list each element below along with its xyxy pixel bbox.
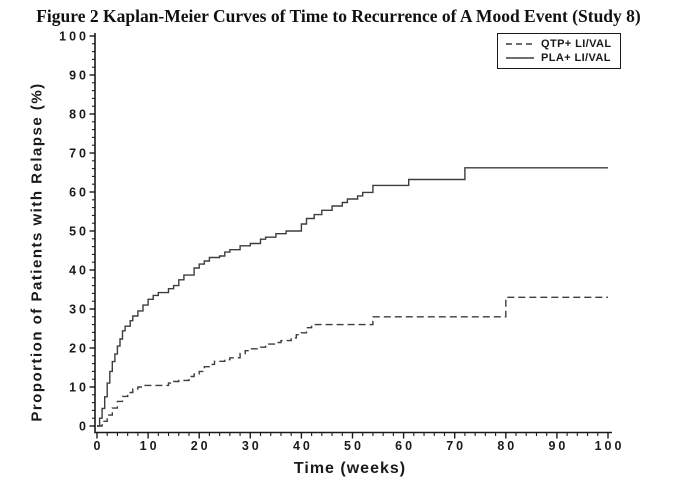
- y-tick-label: 10: [69, 381, 89, 395]
- y-tick-label: 70: [69, 147, 89, 161]
- y-tick-label: 90: [69, 69, 89, 83]
- y-tick-label: 100: [59, 30, 89, 44]
- y-tick-label: 20: [69, 342, 89, 356]
- x-tick-label: 70: [446, 439, 466, 453]
- y-tick-label: 0: [79, 420, 89, 434]
- x-axis-title: Time (weeks): [293, 460, 407, 477]
- x-tick-label: 10: [140, 439, 160, 453]
- figure-title: Figure 2 Kaplan-Meier Curves of Time to …: [36, 6, 641, 26]
- legend-label-pla: PLA+ LI/VAL: [541, 51, 611, 64]
- x-tick-label: 90: [548, 439, 568, 453]
- x-tick-label: 40: [293, 439, 313, 453]
- x-tick-label: 50: [344, 439, 364, 453]
- y-tick-label: 80: [69, 108, 89, 122]
- x-tick-label: 100: [595, 439, 625, 453]
- km-curve-pla: [97, 167, 608, 427]
- legend: QTP+ LI/VAL PLA+ LI/VAL: [497, 33, 621, 69]
- x-tick-label: 60: [395, 439, 415, 453]
- x-tick-label: 0: [94, 439, 104, 453]
- y-tick-label: 50: [69, 225, 89, 239]
- x-tick-label: 30: [242, 439, 262, 453]
- legend-label-qtp: QTP+ LI/VAL: [541, 37, 612, 50]
- legend-item-qtp: QTP+ LI/VAL: [505, 37, 612, 50]
- y-tick-label: 40: [69, 264, 89, 278]
- solid-line-sample-icon: [506, 56, 534, 59]
- x-tick-label: 20: [191, 439, 211, 453]
- y-tick-label: 30: [69, 303, 89, 317]
- km-curve-qtp: [97, 296, 608, 427]
- x-tick-label: 80: [497, 439, 517, 453]
- y-tick-label: 60: [69, 186, 89, 200]
- legend-item-pla: PLA+ LI/VAL: [505, 51, 612, 64]
- y-axis-title: Proportion of Patients with Relapse (%): [28, 82, 46, 422]
- dashed-line-sample-icon: [506, 42, 534, 45]
